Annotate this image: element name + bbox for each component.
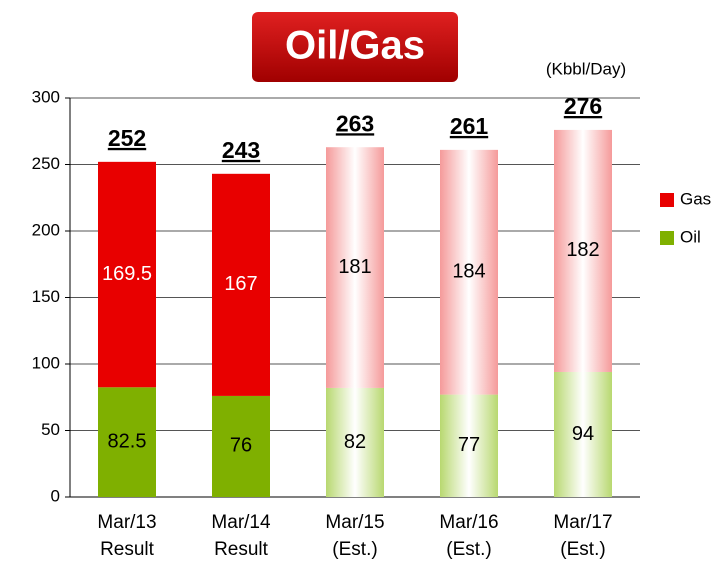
value-label: 169.5	[102, 263, 152, 285]
bar-segment	[212, 395, 270, 497]
legend-swatch	[660, 231, 674, 245]
y-tick-label: 300	[32, 87, 60, 106]
legend-label: Oil	[680, 227, 701, 246]
x-tick-label: Mar/15	[325, 512, 384, 533]
value-label: 181	[338, 256, 371, 278]
legend-swatch	[660, 193, 674, 207]
value-label: 182	[566, 239, 599, 261]
x-tick-label: Result	[214, 539, 269, 560]
y-tick-label: 50	[41, 420, 60, 439]
y-tick-label: 0	[51, 486, 60, 505]
value-label: 76	[230, 435, 252, 457]
y-tick-label: 200	[32, 220, 60, 239]
legend-label: Gas	[680, 189, 711, 208]
value-label: 94	[572, 423, 594, 445]
x-tick-label: Mar/16	[439, 512, 498, 533]
x-tick-label: Mar/14	[211, 512, 271, 533]
bar-segment	[98, 387, 156, 497]
bar-segment	[554, 371, 612, 497]
x-tick-label: (Est.)	[560, 539, 605, 560]
x-tick-label: (Est.)	[446, 539, 491, 560]
x-tick-label: Result	[100, 539, 155, 560]
y-tick-label: 150	[32, 287, 60, 306]
chart-title: Oil/Gas	[285, 24, 425, 68]
total-label: 263	[336, 110, 374, 136]
x-tick-label: (Est.)	[332, 539, 377, 560]
bar-segment	[440, 394, 498, 497]
x-tick-label: Mar/13	[97, 512, 156, 533]
value-label: 82.5	[108, 430, 147, 452]
total-label: 261	[450, 113, 489, 139]
total-label: 276	[564, 93, 602, 119]
bar-segment	[554, 129, 612, 372]
y-tick-label: 250	[32, 154, 60, 173]
x-tick-label: Mar/17	[553, 512, 612, 533]
total-label: 252	[108, 125, 146, 151]
value-label: 184	[452, 261, 485, 283]
value-label: 82	[344, 431, 366, 453]
unit-label: (Kbbl/Day)	[546, 59, 626, 78]
bar-segment	[212, 173, 270, 396]
title-box	[252, 12, 458, 82]
bar-segment	[326, 387, 384, 497]
bar-segment	[440, 149, 498, 395]
total-label: 243	[222, 137, 260, 163]
value-label: 167	[224, 273, 257, 295]
bar-segment	[98, 161, 156, 388]
y-tick-label: 100	[32, 353, 60, 372]
value-label: 77	[458, 434, 480, 456]
bar-segment	[326, 147, 384, 388]
